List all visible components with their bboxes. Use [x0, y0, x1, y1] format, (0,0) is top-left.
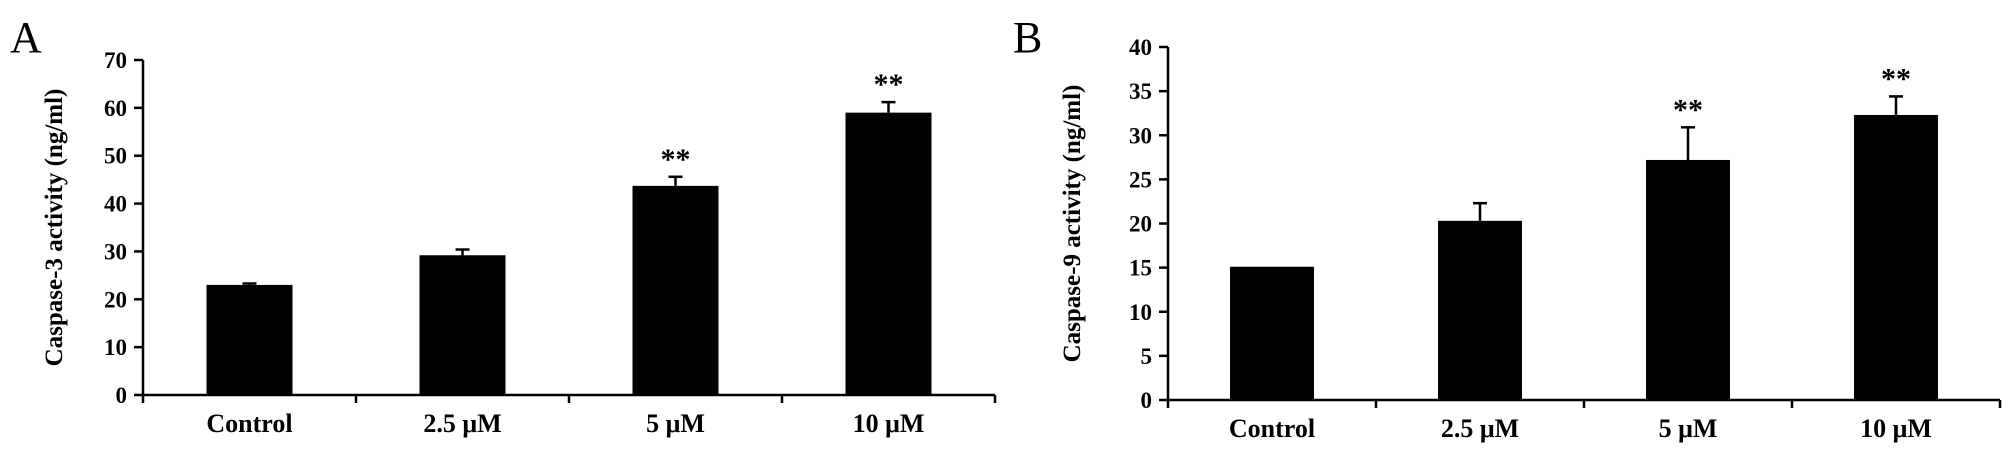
y-tick-label: 15 — [1129, 256, 1152, 281]
y-tick-label: 50 — [104, 144, 127, 169]
y-tick-label: 30 — [1129, 123, 1152, 148]
bar — [206, 284, 293, 395]
x-category-label: 10 μM — [853, 409, 925, 438]
y-tick-label: 0 — [1141, 388, 1153, 413]
y-tick-label: 30 — [104, 239, 127, 264]
y-tick-label: 20 — [104, 287, 127, 312]
y-tick-label: 60 — [104, 96, 127, 121]
bar — [1438, 220, 1522, 400]
x-category-label: Control — [1229, 414, 1315, 443]
x-category-label: 10 μM — [1860, 414, 1932, 443]
y-tick-label: 20 — [1129, 212, 1152, 237]
x-category-label: 5 μM — [646, 409, 705, 438]
y-tick-label: 10 — [1129, 300, 1152, 325]
bar — [845, 112, 932, 396]
y-tick-label: 25 — [1129, 167, 1152, 192]
y-axis-title: Caspase-3 activity (ng/ml) — [41, 89, 68, 367]
panel-label: B — [1013, 13, 1042, 62]
y-tick-label: 40 — [1129, 35, 1152, 60]
bar — [1646, 159, 1730, 400]
x-category-label: Control — [206, 409, 292, 438]
x-category-label: 5 μM — [1659, 414, 1718, 443]
chart-panel-a: A 0 10 20 30 40 50 60 70 Caspase-3 activity (ng/m… — [10, 13, 997, 438]
bar — [632, 185, 719, 395]
significance-mark: ** — [661, 143, 691, 176]
x-category-label: 2.5 μM — [1441, 414, 1519, 443]
y-tick-label: 0 — [116, 383, 128, 408]
significance-mark: ** — [1673, 93, 1703, 126]
bar — [1230, 266, 1314, 400]
significance-mark: ** — [1881, 62, 1911, 95]
y-tick-label: 10 — [104, 335, 127, 360]
y-axis-title: Caspase-9 activity (ng/ml) — [1059, 85, 1086, 363]
y-tick-label: 40 — [104, 192, 127, 217]
y-tick-label: 5 — [1141, 344, 1153, 369]
panel-label: A — [10, 13, 42, 62]
bar — [419, 255, 506, 395]
y-tick-label: 35 — [1129, 79, 1152, 104]
significance-mark: ** — [874, 68, 904, 101]
x-category-label: 2.5 μM — [423, 409, 501, 438]
y-tick-label: 70 — [104, 48, 127, 73]
bar — [1854, 114, 1938, 400]
chart-panel-b: B 0 5 10 15 20 25 30 35 40 Caspase-9 activity (ng/… — [1013, 13, 2002, 443]
